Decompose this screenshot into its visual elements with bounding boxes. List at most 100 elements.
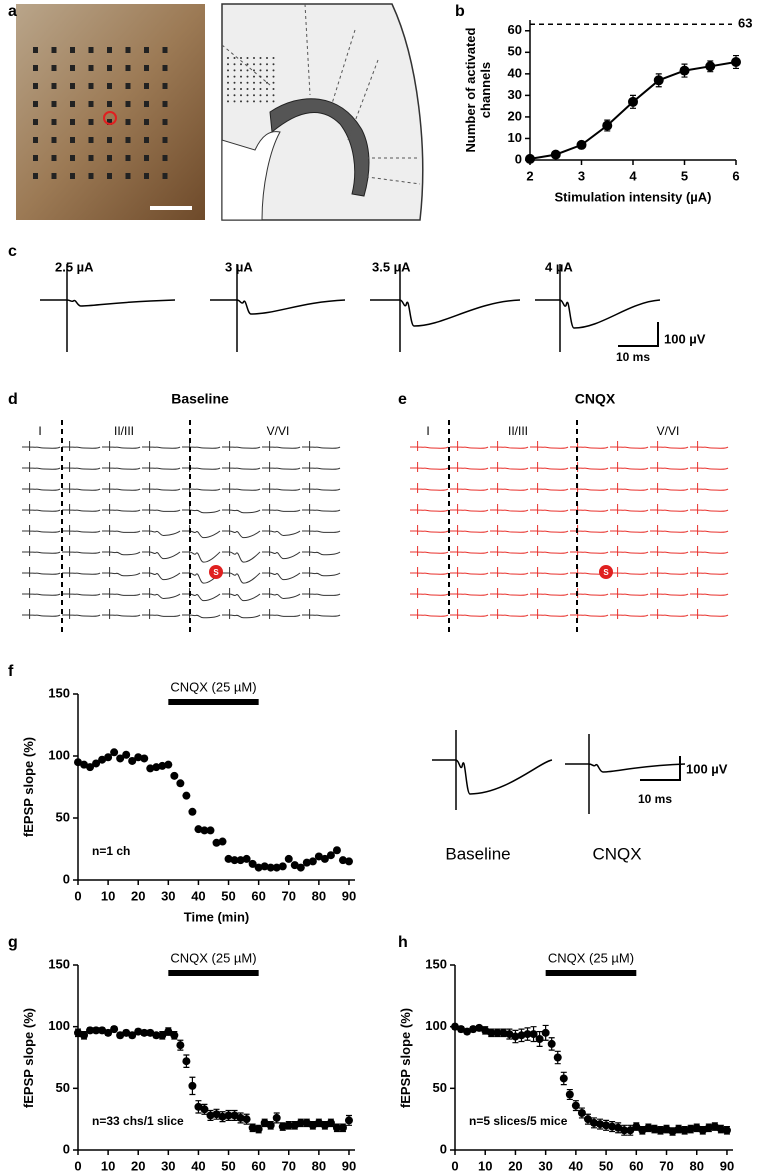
trace <box>22 546 61 556</box>
dot <box>227 94 229 97</box>
trace <box>210 264 346 352</box>
electrode <box>70 119 75 125</box>
dot <box>227 75 229 78</box>
dot <box>266 57 268 59</box>
x-tick-label: 50 <box>221 888 235 903</box>
trace <box>610 525 649 535</box>
x-tick-label: 60 <box>251 888 265 903</box>
stim-label: S <box>213 568 219 577</box>
grid-title: CNQX <box>575 391 616 407</box>
data-point <box>290 861 299 870</box>
trace <box>535 264 661 352</box>
data-point <box>674 1125 683 1134</box>
electrode <box>33 47 38 53</box>
traces <box>22 264 729 814</box>
electrode <box>51 155 57 161</box>
trace <box>102 609 141 619</box>
treatment-bar <box>168 970 259 976</box>
data-point <box>314 1118 323 1127</box>
trace <box>102 504 141 514</box>
dot <box>233 75 236 78</box>
trace <box>222 525 261 539</box>
data-point <box>686 1125 695 1134</box>
trace-label: CNQX <box>592 844 641 863</box>
annotation-label: CNQX (25 µM) <box>170 679 256 694</box>
x-tick-label: 0 <box>74 1158 81 1173</box>
y-tick-label: 20 <box>508 108 522 123</box>
electrode <box>125 65 131 71</box>
trace <box>102 441 141 451</box>
electrode <box>51 119 57 125</box>
data-point <box>86 763 95 772</box>
x-tick-label: 40 <box>191 1158 205 1173</box>
x-tick-label: 0 <box>74 888 81 903</box>
electrode <box>70 65 75 71</box>
electrode <box>144 137 149 143</box>
data-point <box>278 1122 287 1131</box>
trace <box>530 504 569 514</box>
trace <box>302 483 341 493</box>
data-point <box>525 153 535 164</box>
y-tick-label: 0 <box>440 1141 447 1156</box>
data-point <box>182 791 191 800</box>
dot <box>227 63 229 66</box>
data-point <box>565 1090 574 1099</box>
data-point <box>170 1031 179 1040</box>
data-point <box>692 1123 701 1132</box>
data-point <box>104 1028 113 1037</box>
data-point <box>344 857 353 866</box>
electrode <box>107 173 112 179</box>
trace-label: Baseline <box>445 844 510 863</box>
electrode <box>33 173 38 179</box>
trace <box>182 441 221 451</box>
dot <box>246 75 249 78</box>
y-tick-label: 30 <box>508 87 522 102</box>
dot <box>272 69 275 72</box>
trace <box>690 567 729 577</box>
dot <box>240 69 242 72</box>
data-point <box>535 1035 544 1043</box>
trace <box>610 546 649 556</box>
electrode <box>33 65 38 71</box>
data-point <box>523 1030 532 1039</box>
electrode <box>144 47 149 53</box>
data-point <box>284 1121 293 1130</box>
trace <box>530 483 569 493</box>
trace <box>142 483 181 493</box>
data-point <box>218 1112 227 1121</box>
dot <box>240 81 242 84</box>
data-point <box>272 1113 281 1122</box>
trace <box>490 525 529 535</box>
data-point <box>731 57 741 67</box>
electrode <box>162 101 168 107</box>
data-point <box>547 1039 556 1048</box>
trace <box>610 483 649 493</box>
trace <box>182 525 221 539</box>
y-axis-label: fEPSP slope (%) <box>20 1007 36 1108</box>
trace <box>102 462 141 472</box>
trace <box>410 441 449 451</box>
electrode <box>88 65 94 71</box>
trace <box>432 730 553 810</box>
data-point <box>469 1025 478 1034</box>
dot <box>227 81 229 84</box>
data-point <box>122 1028 131 1037</box>
data-point <box>308 1121 317 1130</box>
trace <box>570 483 609 493</box>
scale-time: 10 ms <box>616 350 650 364</box>
electrode <box>107 47 112 53</box>
trace <box>182 483 221 493</box>
panel-label: d <box>8 391 18 408</box>
data-point <box>493 1028 502 1037</box>
trace-label: 2.5 µA <box>55 259 94 274</box>
trace <box>22 483 61 493</box>
trace <box>222 588 261 602</box>
x-axis-label: Stimulation intensity (µA) <box>555 189 712 204</box>
x-tick-label: 3 <box>578 168 585 183</box>
data-point <box>182 1057 191 1066</box>
trace <box>690 546 729 556</box>
dot <box>246 81 249 84</box>
trace <box>650 588 689 598</box>
trace <box>262 609 301 619</box>
data-point <box>576 139 587 150</box>
